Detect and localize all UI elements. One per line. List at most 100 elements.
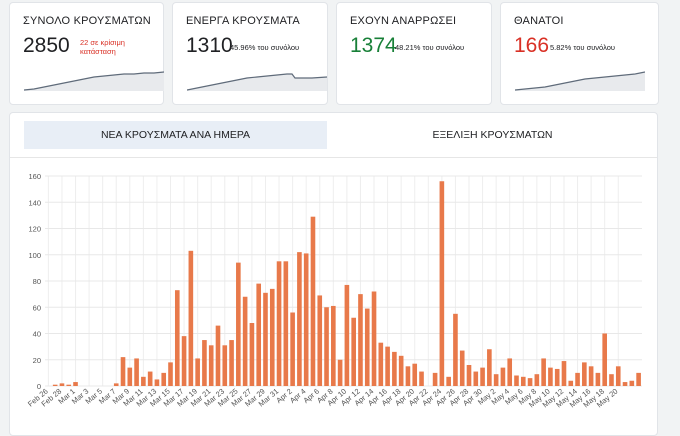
bar bbox=[113, 383, 119, 386]
bar bbox=[554, 368, 560, 386]
bar bbox=[629, 380, 635, 386]
card-deaths: ΘΑΝΑΤΟΙ 166 5.82% του συνόλου bbox=[500, 2, 659, 105]
bar bbox=[412, 363, 418, 386]
bar bbox=[432, 372, 438, 386]
card-title: ΕΧΟΥΝ ΑΝΑΡΡΩΣΕΙ bbox=[350, 15, 457, 27]
bar bbox=[636, 372, 641, 386]
chart-panel: ΝΕΑ ΚΡΟΥΣΜΑΤΑ ΑΝΑ ΗΜΕΡΑ ΕΞΕΛΙΞΗ ΚΡΟΥΣΜΑΤ… bbox=[9, 112, 658, 436]
y-tick-label: 80 bbox=[33, 277, 41, 286]
bar bbox=[208, 345, 214, 386]
bar bbox=[371, 291, 377, 386]
card-note: 5.82% του συνόλου bbox=[550, 43, 615, 52]
card-total-cases: ΣΥΝΟΛΟ ΚΡΟΥΣΜΑΤΩΝ 2850 22 σε κρίσιμη κατ… bbox=[9, 2, 164, 105]
bar bbox=[147, 371, 153, 386]
bar bbox=[59, 383, 65, 386]
window-edge bbox=[666, 0, 680, 436]
bar bbox=[609, 374, 614, 386]
bar bbox=[568, 380, 574, 386]
bar bbox=[195, 358, 200, 386]
bar bbox=[154, 379, 160, 386]
bar bbox=[236, 262, 241, 386]
sparkline bbox=[187, 73, 327, 91]
bar bbox=[344, 284, 350, 386]
card-value: 1310 bbox=[186, 34, 233, 57]
bar bbox=[466, 365, 472, 386]
bar bbox=[134, 358, 139, 386]
y-tick-label: 0 bbox=[37, 382, 41, 391]
bar bbox=[120, 357, 126, 386]
bar bbox=[310, 216, 316, 386]
card-recovered: ΕΧΟΥΝ ΑΝΑΡΡΩΣΕΙ 1374 48.21% του συνόλου bbox=[336, 2, 492, 105]
bar bbox=[283, 261, 289, 386]
bar bbox=[73, 382, 78, 386]
bar bbox=[541, 358, 546, 386]
bar bbox=[303, 253, 309, 386]
bar bbox=[622, 382, 628, 386]
bar bbox=[358, 294, 363, 386]
tab-cases-evolution[interactable]: ΕΞΕΛΙΞΗ ΚΡΟΥΣΜΑΤΩΝ bbox=[432, 129, 553, 141]
bar bbox=[181, 336, 187, 386]
bar bbox=[582, 362, 587, 386]
sparkline bbox=[24, 71, 164, 91]
bar bbox=[398, 355, 404, 386]
card-title: ΣΥΝΟΛΟ ΚΡΟΥΣΜΑΤΩΝ bbox=[23, 15, 151, 27]
bar bbox=[453, 313, 458, 386]
bar bbox=[256, 283, 262, 386]
bar bbox=[514, 375, 519, 386]
y-tick-label: 120 bbox=[28, 225, 41, 234]
bar bbox=[507, 358, 513, 386]
bar bbox=[351, 317, 356, 386]
bar bbox=[297, 252, 302, 386]
bar bbox=[188, 250, 194, 386]
bar bbox=[141, 376, 146, 386]
bar bbox=[324, 307, 329, 386]
bar bbox=[392, 351, 397, 386]
card-value: 1374 bbox=[350, 34, 397, 57]
bar bbox=[480, 367, 485, 386]
tab-new-cases-per-day[interactable]: ΝΕΑ ΚΡΟΥΣΜΑΤΑ ΑΝΑ ΗΜΕΡΑ bbox=[24, 121, 327, 149]
bar bbox=[487, 349, 492, 386]
bar bbox=[439, 181, 445, 386]
bar bbox=[317, 295, 323, 386]
bar bbox=[405, 366, 411, 386]
bar bbox=[364, 308, 370, 386]
card-title: ΘΑΝΑΤΟΙ bbox=[514, 15, 564, 27]
y-tick-label: 40 bbox=[33, 330, 41, 339]
bar bbox=[527, 378, 533, 386]
y-tick-label: 160 bbox=[28, 172, 41, 181]
chart-tabs: ΝΕΑ ΚΡΟΥΣΜΑΤΑ ΑΝΑ ΗΜΕΡΑ ΕΞΕΛΙΞΗ ΚΡΟΥΣΜΑΤ… bbox=[10, 113, 657, 158]
bar bbox=[500, 367, 506, 386]
bar bbox=[595, 372, 601, 386]
bar bbox=[276, 261, 282, 386]
bar bbox=[575, 372, 580, 386]
bar bbox=[337, 359, 343, 386]
bar bbox=[174, 290, 180, 386]
card-note: 48.21% του συνόλου bbox=[395, 43, 465, 52]
bar bbox=[548, 367, 553, 386]
bar bbox=[419, 371, 424, 386]
bar bbox=[493, 374, 499, 386]
bar bbox=[561, 361, 567, 386]
bar bbox=[385, 346, 390, 386]
y-tick-label: 100 bbox=[28, 251, 41, 260]
bar bbox=[242, 296, 248, 386]
bar bbox=[229, 340, 234, 386]
bar bbox=[602, 333, 607, 386]
y-tick-label: 140 bbox=[28, 198, 41, 207]
bar bbox=[588, 366, 594, 386]
bar bbox=[534, 374, 540, 386]
card-active-cases: ΕΝΕΡΓΑ ΚΡΟΥΣΜΑΤΑ 1310 45.96% του συνόλου bbox=[172, 2, 328, 105]
bar bbox=[66, 384, 72, 386]
card-value: 166 bbox=[514, 34, 550, 57]
bar bbox=[127, 367, 133, 386]
bar bbox=[290, 312, 295, 386]
bar bbox=[269, 288, 275, 386]
bar bbox=[473, 371, 479, 386]
card-title: ΕΝΕΡΓΑ ΚΡΟΥΣΜΑΤΑ bbox=[186, 15, 300, 27]
bar bbox=[615, 366, 621, 386]
bar bbox=[520, 376, 526, 386]
bar bbox=[161, 372, 167, 386]
card-note: 45.96% του συνόλου bbox=[230, 43, 300, 52]
bar bbox=[202, 340, 207, 386]
